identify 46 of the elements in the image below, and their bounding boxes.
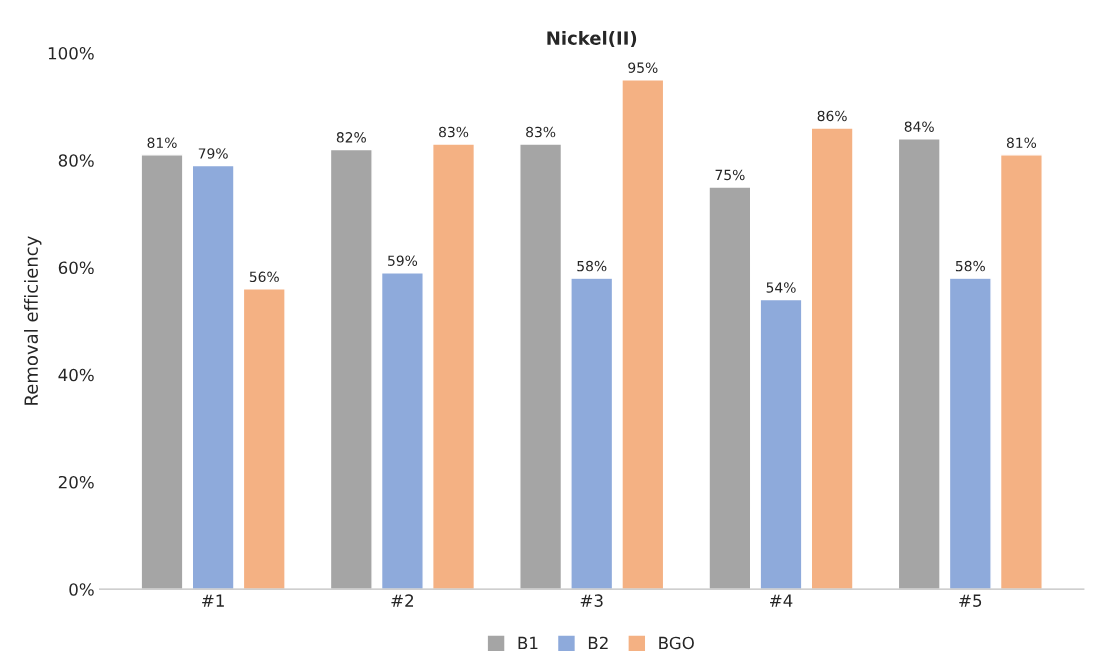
x-tick-label: #1 [202, 594, 224, 607]
data-label: 58% [955, 260, 985, 272]
data-label: 59% [388, 255, 418, 266]
bar [191, 164, 235, 590]
data-label: 58% [577, 260, 607, 272]
bar [948, 277, 992, 590]
x-tick-label: #3 [580, 594, 603, 607]
data-label: 84% [904, 121, 934, 132]
bar [140, 154, 184, 590]
y-axis-title: Removal efficiency [24, 236, 42, 405]
y-tick-label: 60% [58, 261, 94, 275]
data-label: 79% [198, 148, 228, 159]
data-label: 95% [628, 62, 658, 73]
bar [432, 143, 476, 590]
data-label: 83% [526, 126, 556, 138]
data-label: 83% [439, 126, 469, 138]
bar [519, 143, 563, 590]
x-tick-label: #5 [959, 594, 982, 607]
bar [999, 154, 1043, 590]
legend-label: BGO [659, 636, 694, 650]
data-label: 86% [817, 110, 847, 122]
chart-title: Nickel(II) [547, 30, 637, 48]
bar [759, 298, 803, 590]
bar [708, 186, 752, 590]
bar [810, 127, 854, 590]
y-tick-label: 20% [58, 475, 94, 489]
legend-label: B1 [518, 636, 538, 650]
bar [897, 138, 941, 590]
y-tick-label: 100% [48, 46, 94, 60]
x-tick-label: #4 [770, 594, 793, 607]
data-label: 75% [715, 169, 745, 181]
bar [329, 148, 373, 590]
y-tick-label: 40% [58, 368, 94, 382]
legend-label: B2 [588, 636, 608, 650]
x-tick-label: #2 [391, 594, 414, 607]
bar [380, 272, 424, 590]
data-label: 81% [1006, 137, 1037, 148]
data-label: 56% [249, 271, 279, 283]
bar [242, 288, 286, 590]
data-label: 54% [766, 282, 796, 293]
y-tick-label: 0% [69, 583, 94, 596]
bar [621, 79, 665, 590]
data-label: 82% [336, 132, 366, 143]
data-label: 81% [147, 137, 177, 148]
bar [570, 277, 614, 590]
y-tick-label: 80% [58, 154, 94, 167]
